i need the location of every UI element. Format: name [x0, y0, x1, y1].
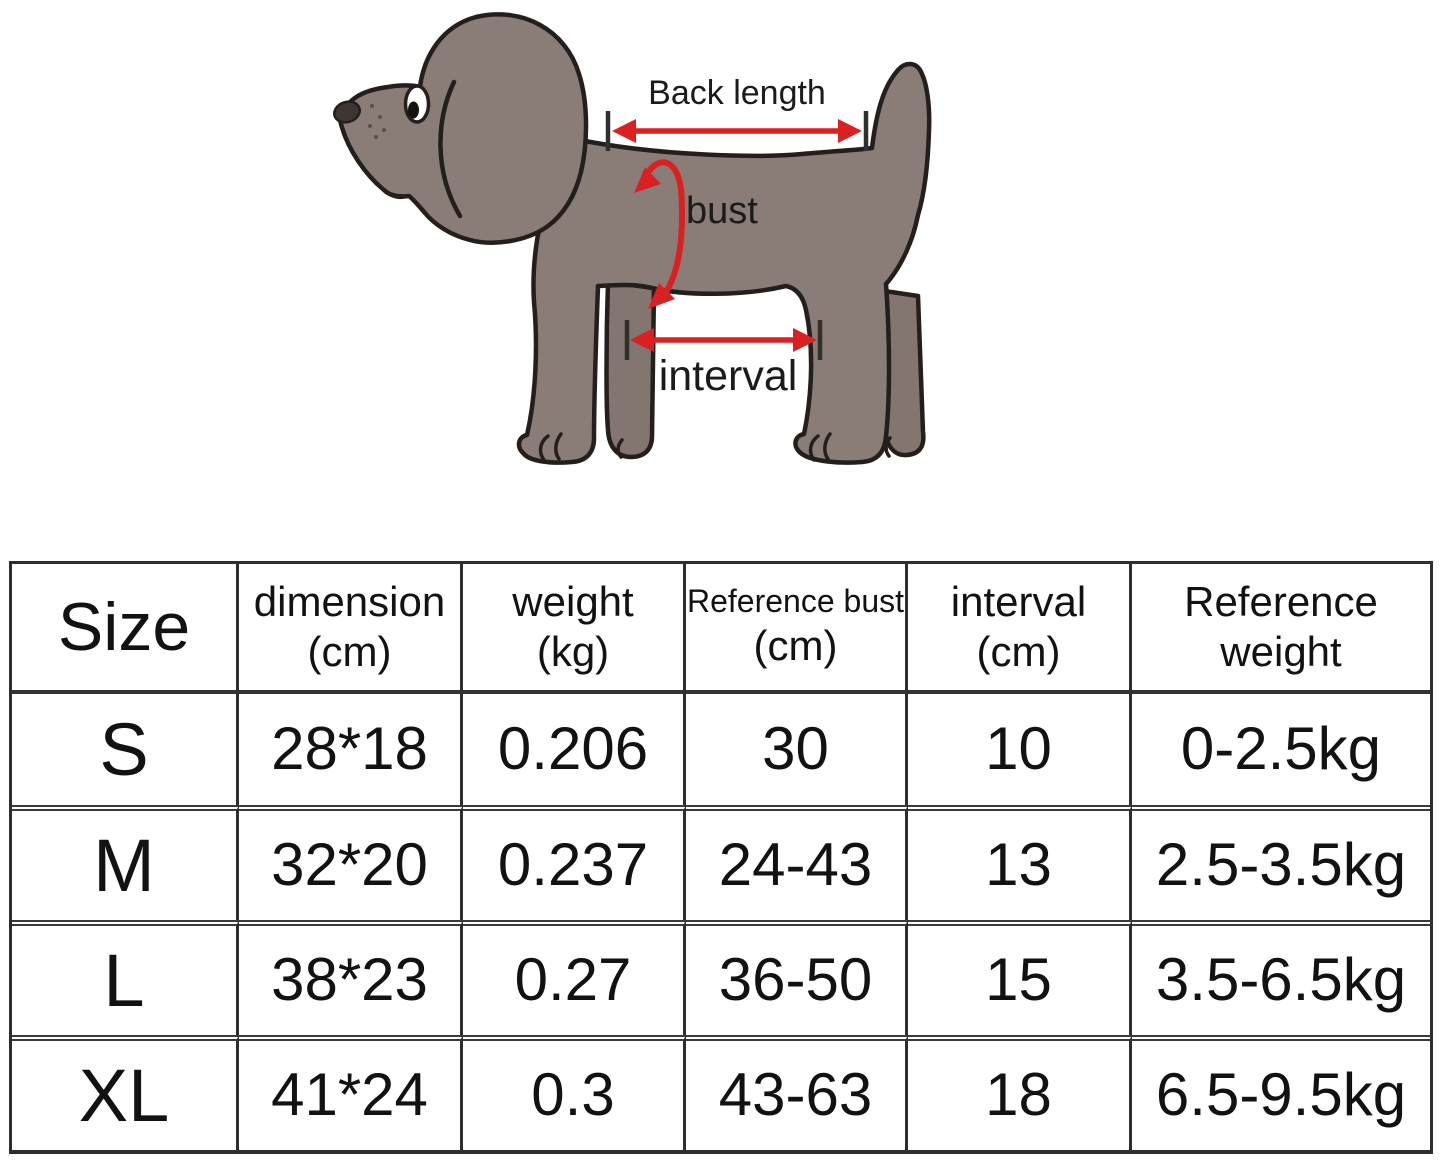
header-weight: weight (kg)	[463, 564, 686, 690]
header-label: weight	[512, 578, 634, 626]
bust-arrow	[634, 159, 686, 309]
cell-size: S	[12, 690, 239, 805]
cell-size: XL	[12, 1035, 239, 1150]
cell-reference-bust: 30	[686, 690, 908, 805]
cell-interval: 13	[908, 805, 1132, 920]
cell-reference-weight: 0-2.5kg	[1132, 690, 1430, 805]
header-label: dimension	[253, 578, 446, 626]
back-length-arrow	[605, 111, 869, 151]
dog-pupil	[408, 101, 419, 119]
dog-mouth-line	[382, 188, 411, 200]
interval-arrow	[624, 320, 823, 360]
cell-reference-bust: 43-63	[686, 1035, 908, 1150]
cell-reference-weight: 3.5-6.5kg	[1132, 920, 1430, 1035]
bust-label: bust	[686, 190, 758, 232]
header-reference-weight: Reference weight	[1184, 578, 1378, 675]
dog-measurement-diagram: Back length bust interval	[330, 0, 950, 505]
interval-label: interval	[658, 352, 798, 400]
cell-reference-weight: 6.5-9.5kg	[1132, 1035, 1430, 1150]
cell-size: M	[12, 805, 239, 920]
size-table: Size dimension (cm) weight (kg) Reference …	[9, 561, 1433, 1154]
dog-far-front-leg	[604, 279, 657, 460]
cell-interval: 10	[908, 690, 1132, 805]
dog-illustration	[333, 12, 932, 465]
header-label: interval	[950, 578, 1087, 626]
cell-weight: 0.237	[463, 805, 686, 920]
cell-dimension: 41*24	[239, 1035, 463, 1150]
dog-head	[337, 12, 589, 245]
back-length-label: Back length	[648, 74, 826, 112]
cell-weight: 0.206	[463, 690, 686, 805]
header-label: Reference	[1184, 578, 1378, 626]
dog-body	[516, 61, 932, 465]
cell-dimension: 28*18	[239, 690, 463, 805]
header-dimension: dimension (cm)	[239, 564, 463, 690]
cell-dimension: 38*23	[239, 920, 463, 1035]
header-reference-bust: Reference bust (cm)	[686, 564, 908, 690]
cell-weight: 0.3	[463, 1035, 686, 1150]
dog-ear-icon	[438, 79, 463, 219]
cell-reference-weight: 2.5-3.5kg	[1132, 805, 1430, 920]
header-label: Size	[57, 588, 191, 665]
cell-weight: 0.27	[463, 920, 686, 1035]
cell-reference-bust: 24-43	[686, 805, 908, 920]
header-label: Reference bust	[686, 583, 904, 620]
header-size: Size	[12, 564, 239, 690]
dog-nose-icon	[333, 100, 361, 124]
cell-dimension: 32*20	[239, 805, 463, 920]
cell-size: L	[12, 920, 239, 1035]
dog-paw-toes	[538, 432, 892, 462]
header-interval: interval (cm)	[908, 564, 1132, 690]
cell-reference-bust: 36-50	[686, 920, 908, 1035]
cell-interval: 18	[908, 1035, 1132, 1150]
cell-interval: 15	[908, 920, 1132, 1035]
dog-snout-dots	[368, 104, 386, 139]
